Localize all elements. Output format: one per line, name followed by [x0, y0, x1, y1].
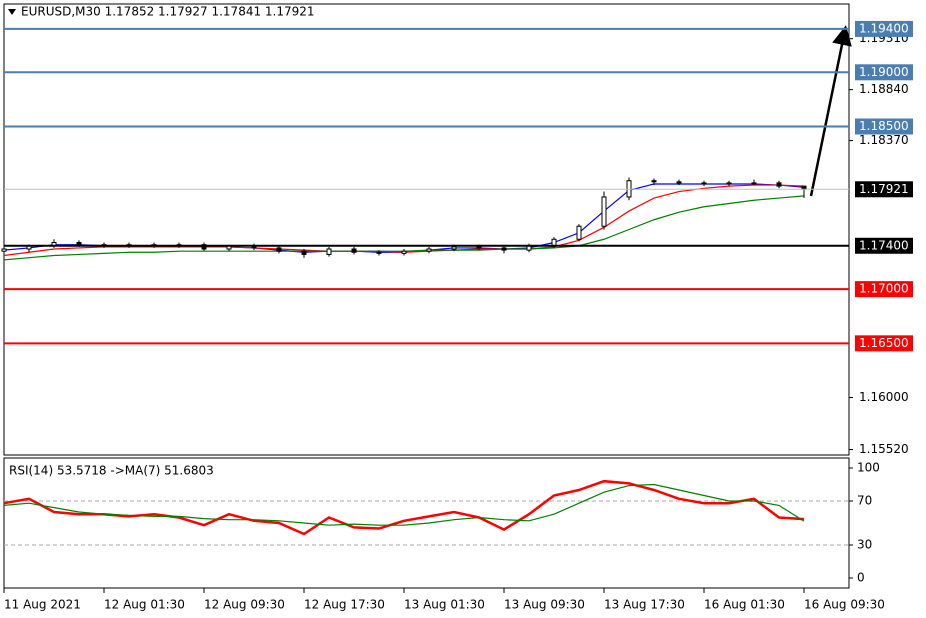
price-level-label: 1.19400	[859, 21, 909, 35]
price-level-box	[855, 20, 913, 37]
candle-body	[1, 248, 7, 252]
indicator-line	[3, 479, 805, 536]
rsi-panel	[3, 457, 850, 589]
x-tick-label: 11 Aug 2021	[4, 598, 81, 612]
candle-body	[201, 244, 207, 250]
x-tick-label: 16 Aug 01:30	[704, 598, 785, 612]
menu-arrow	[8, 9, 16, 15]
candle-body	[351, 248, 357, 253]
y-tick-label: 100	[857, 461, 880, 475]
price-level-label: 1.17000	[859, 282, 909, 296]
price-level-box	[855, 181, 913, 198]
x-tick-label: 13 Aug 09:30	[504, 598, 585, 612]
indicator-line	[3, 483, 805, 526]
candle-body	[726, 182, 732, 185]
x-tick-label: 12 Aug 01:30	[104, 598, 185, 612]
candle-body	[76, 242, 82, 246]
price-level-box	[855, 118, 913, 135]
y-tick-label: 1.18840	[859, 82, 909, 96]
y-tick-label: 70	[857, 494, 872, 508]
candle-body	[401, 250, 407, 254]
chart-title: EURUSD,M30 1.17852 1.17927 1.17841 1.179…	[21, 5, 315, 19]
candle-body	[301, 250, 307, 255]
price-level-label: 1.17400	[859, 238, 909, 252]
candle-body	[751, 182, 757, 185]
candle-body	[276, 247, 282, 252]
candle-body	[576, 225, 582, 240]
candle-body	[651, 180, 657, 183]
candle-body	[776, 182, 782, 187]
y-tick-label: 1.15520	[859, 442, 909, 456]
price-level-box	[855, 281, 913, 298]
indicator-line	[3, 183, 805, 253]
x-tick-label: 12 Aug 09:30	[204, 598, 285, 612]
price-level-label: 1.18500	[859, 119, 909, 133]
forecast-arrow	[809, 25, 852, 197]
y-tick-label: 1.18370	[859, 133, 909, 147]
price-level-box	[855, 237, 913, 254]
candle-body	[501, 247, 507, 251]
price-level-box	[855, 64, 913, 81]
price-panel	[3, 3, 850, 456]
candle-body	[426, 248, 432, 252]
y-tick-label: 1.16000	[859, 390, 909, 404]
x-tick-label: 12 Aug 17:30	[304, 598, 385, 612]
candle-body	[326, 248, 332, 255]
y-tick-label: 0	[857, 571, 865, 585]
price-level-label: 1.19000	[859, 65, 909, 79]
rsi-title: RSI(14) 53.5718 ->MA(7) 51.6803	[9, 464, 214, 478]
candle-body	[476, 246, 482, 249]
candle-body	[376, 251, 382, 254]
x-tick-label: 13 Aug 01:30	[404, 598, 485, 612]
candle-body	[451, 246, 457, 250]
candle-body	[676, 181, 682, 184]
price-level-label: 1.16500	[859, 336, 909, 350]
y-tick-label: 30	[857, 538, 872, 552]
x-tick-label: 13 Aug 17:30	[604, 598, 685, 612]
x-tick-label: 16 Aug 09:30	[804, 598, 885, 612]
candle-body	[601, 196, 607, 227]
price-level-box	[855, 335, 913, 352]
candle-body	[701, 182, 707, 185]
price-level-label: 1.17921	[859, 182, 909, 196]
